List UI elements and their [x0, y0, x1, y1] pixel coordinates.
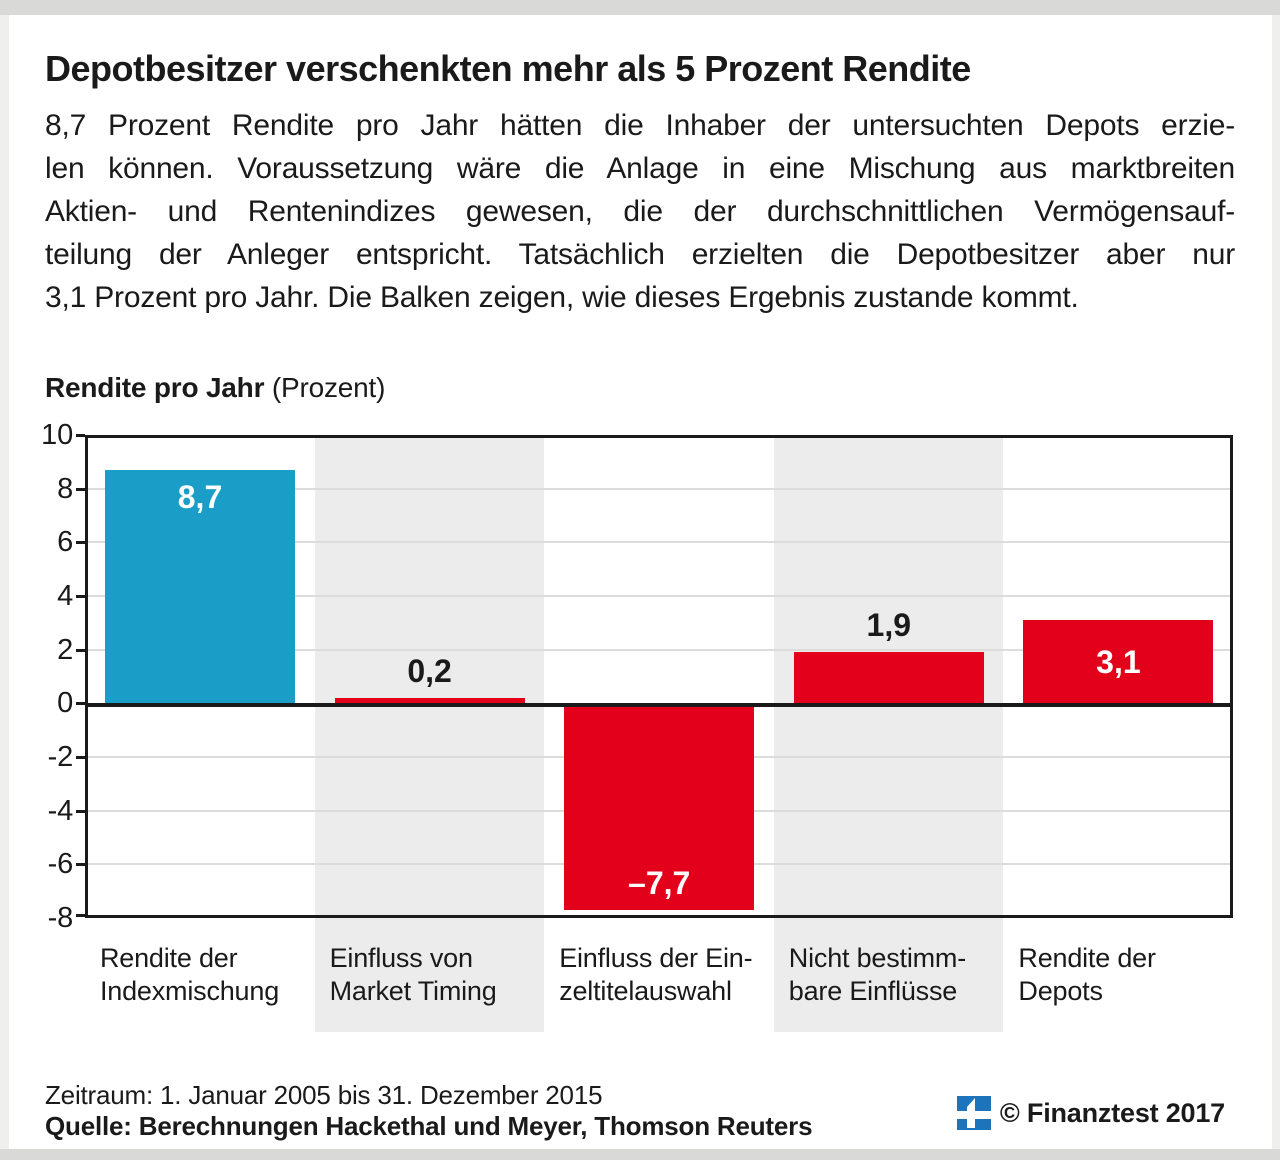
frame-top-bar — [0, 0, 1280, 15]
gridline — [85, 595, 1233, 597]
y-axis-tick — [76, 648, 85, 652]
source-note: Quelle: Berechnungen Hackethal und Meyer… — [45, 1111, 813, 1141]
bar — [564, 703, 755, 910]
intro-line: 3,1 Prozent pro Jahr. Die Balken zeigen,… — [45, 281, 1079, 314]
chart-title-unit: (Prozent) — [264, 372, 386, 403]
y-axis-label: 4 — [57, 580, 73, 612]
plot-area: 10 8 6 4 2 0 -2 -4 -6 -8 8,7 0,2 –7,7 1,9 3,1 Rendite d… — [41, 419, 1233, 1032]
category-label-line: Market Timing — [329, 976, 497, 1006]
y-axis-label: -2 — [47, 741, 74, 773]
bar — [105, 469, 295, 704]
category-label-line: Indexmischung — [100, 976, 280, 1006]
bar-value-label: 8,7 — [177, 478, 223, 515]
frame-bottom-bar — [0, 1149, 1280, 1160]
category-label: Rendite der Indexmischung — [100, 942, 310, 1008]
gridline — [85, 487, 1233, 490]
bar-value-label: –7,7 — [628, 864, 691, 901]
y-axis-tick — [76, 487, 85, 491]
chart-title: Rendite pro Jahr (Prozent) — [45, 372, 385, 404]
column-highlight-band — [773, 438, 1004, 1032]
bar — [793, 652, 984, 704]
y-axis-label: -8 — [47, 902, 74, 934]
frame-right-bar — [1272, 15, 1280, 1149]
category-label-line: Einfluss der Ein- — [559, 943, 753, 973]
category-label-line: Nicht bestimm- — [788, 943, 967, 973]
bar — [334, 697, 525, 704]
category-label-line: zeltitelauswahl — [559, 976, 732, 1006]
category-label: Rendite der Depots — [1018, 942, 1228, 1008]
y-axis-label: -4 — [47, 794, 74, 827]
intro-line: len können. Voraussetzung wäre die Anlag… — [45, 152, 1235, 185]
category-label: Nicht bestimm-bare Einflüsse — [789, 942, 999, 1008]
gridline — [85, 541, 1233, 544]
y-axis-label: 10 — [41, 419, 73, 451]
category-label: Einfluss von Market Timing — [330, 942, 540, 1008]
category-label-line: Depots — [1018, 976, 1103, 1006]
category-label-line: Einfluss von — [329, 943, 473, 973]
y-axis-tick — [76, 914, 85, 917]
y-axis-tick — [76, 595, 85, 598]
intro-line: 8,7 Prozent Rendite pro Jahr hätten die … — [45, 109, 1235, 142]
column-highlight-band — [314, 438, 545, 1032]
frame-left-bar — [0, 15, 9, 1149]
y-axis-tick — [76, 756, 85, 759]
gridline — [85, 648, 1233, 651]
bar-value-label: 1,9 — [866, 607, 912, 644]
copyright-label: © Finanztest 2017 — [999, 1097, 1225, 1128]
category-label: Einfluss der Ein-zeltitelauswahl — [559, 942, 769, 1008]
bar — [1023, 620, 1214, 704]
bar-chart: 10 8 6 4 2 0 -2 -4 -6 -8 8,7 0,2 –7,7 1,9 3,1 Rendite d… — [0, 419, 1280, 1055]
intro-line: teilung der Anleger entspricht. Tatsächl… — [45, 238, 1235, 271]
category-label-line: Rendite der — [1018, 943, 1156, 973]
intro-line: Aktien- und Rentenindizes gewesen, die d… — [45, 195, 1235, 228]
timeframe-note: Zeitraum: 1. Januar 2005 bis 31. Dezembe… — [45, 1080, 603, 1110]
y-axis-label: -6 — [47, 848, 74, 881]
y-axis-tick — [76, 863, 85, 867]
bar-value-label: 0,2 — [407, 652, 452, 689]
category-label-line: Rendite der — [100, 943, 238, 973]
bar-value-label: 3,1 — [1096, 643, 1141, 680]
credit-block: © Finanztest 2017 — [956, 1096, 1225, 1130]
y-axis-label: 2 — [57, 633, 73, 666]
category-label-line: bare Einflüsse — [788, 976, 958, 1006]
intro-paragraph: 8,7 Prozent Rendite pro Jahr hätten die … — [45, 104, 1235, 319]
zero-line — [85, 703, 1233, 708]
chart-title-main: Rendite pro Jahr — [45, 372, 265, 403]
y-axis-label: 8 — [57, 472, 73, 505]
y-axis-label: 0 — [57, 687, 73, 720]
y-axis-tick — [76, 702, 85, 706]
y-axis-tick — [76, 434, 85, 437]
y-axis-tick — [76, 541, 85, 545]
finanztest-logo-icon — [956, 1096, 991, 1130]
y-axis-label: 6 — [57, 526, 73, 559]
y-axis-tick — [76, 809, 85, 813]
page-title: Depotbesitzer verschenkten mehr als 5 Pr… — [45, 48, 971, 89]
